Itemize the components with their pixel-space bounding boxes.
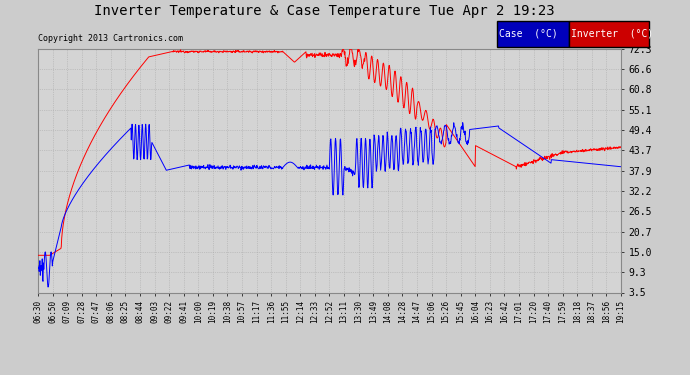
- Text: Inverter  (°C): Inverter (°C): [571, 29, 653, 39]
- Text: Copyright 2013 Cartronics.com: Copyright 2013 Cartronics.com: [38, 34, 183, 43]
- Text: Case  (°C): Case (°C): [499, 29, 558, 39]
- Text: Inverter Temperature & Case Temperature Tue Apr 2 19:23: Inverter Temperature & Case Temperature …: [94, 4, 555, 18]
